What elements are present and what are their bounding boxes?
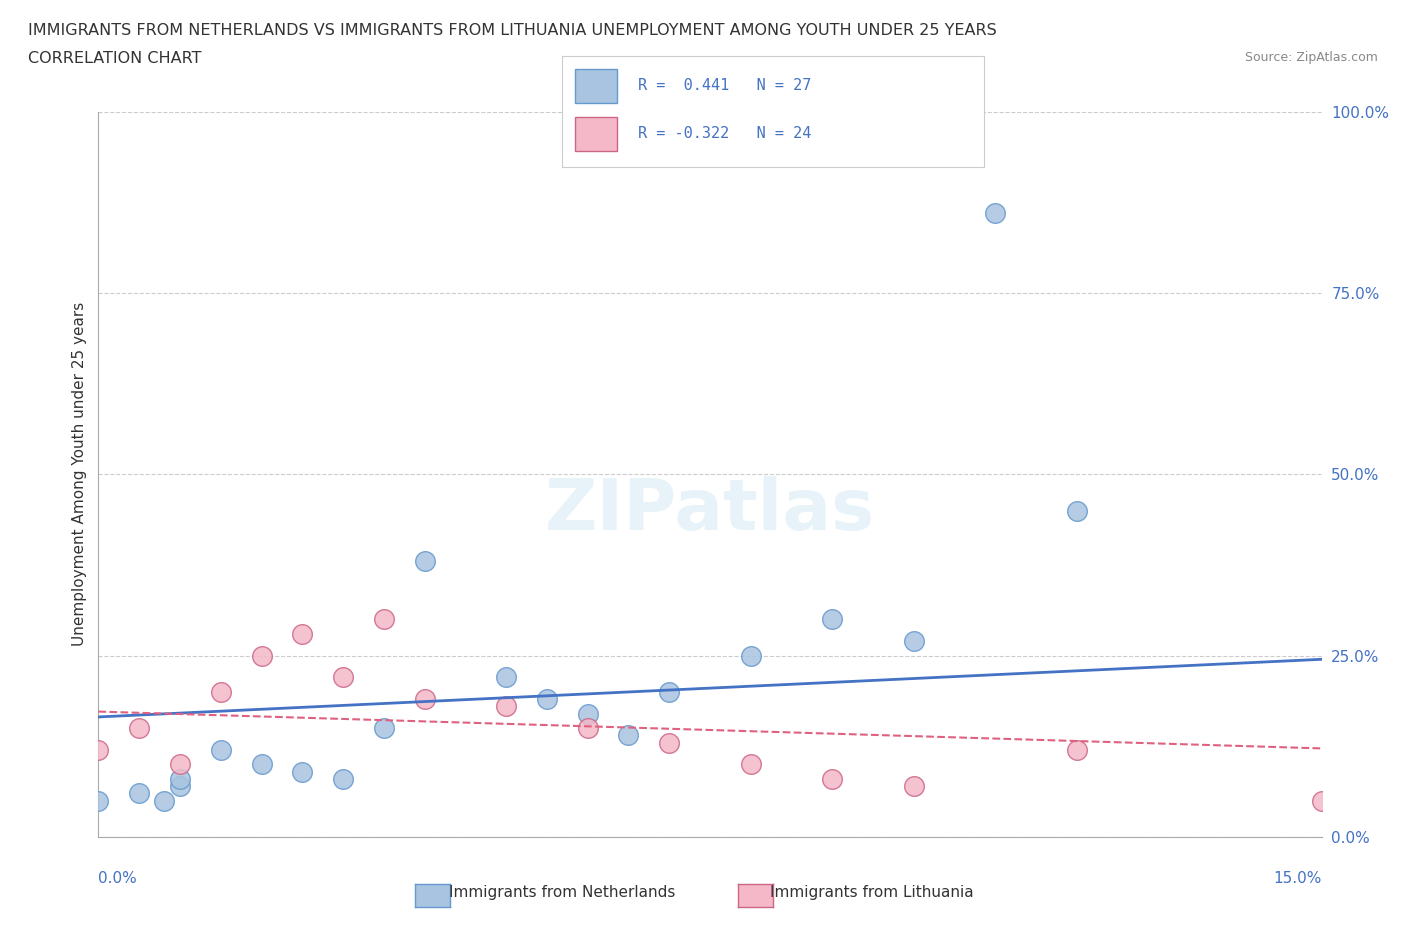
Point [128,721,150,736]
Point [152,793,174,808]
Text: ZIPatlas: ZIPatlas [546,476,875,545]
Point [821,612,844,627]
Point [332,670,354,684]
Text: R =  0.441   N = 27: R = 0.441 N = 27 [638,78,811,93]
Point [576,721,599,736]
Point [169,757,191,772]
Point [332,772,354,787]
Point [984,206,1007,220]
Point [1066,742,1088,757]
Point [1066,503,1088,518]
Point [250,757,273,772]
Point [169,772,191,787]
Point [821,772,844,787]
Point [536,692,558,707]
FancyBboxPatch shape [575,69,617,102]
Point [87,793,110,808]
FancyBboxPatch shape [575,117,617,151]
Text: Immigrants from Netherlands: Immigrants from Netherlands [449,885,676,900]
Text: R = -0.322   N = 24: R = -0.322 N = 24 [638,126,811,141]
Text: IMMIGRANTS FROM NETHERLANDS VS IMMIGRANTS FROM LITHUANIA UNEMPLOYMENT AMONG YOUT: IMMIGRANTS FROM NETHERLANDS VS IMMIGRANT… [28,23,997,38]
Point [209,742,232,757]
Point [413,692,436,707]
Text: Source: ZipAtlas.com: Source: ZipAtlas.com [1244,51,1378,64]
Point [169,778,191,793]
Point [209,684,232,699]
Point [413,554,436,569]
Point [128,786,150,801]
Point [373,721,395,736]
Point [87,742,110,757]
Point [495,670,517,684]
Point [617,728,640,743]
Point [740,757,762,772]
Point [495,699,517,714]
Point [1310,793,1333,808]
Point [250,648,273,663]
Y-axis label: Unemployment Among Youth under 25 years: Unemployment Among Youth under 25 years [72,302,87,646]
Point [903,778,925,793]
Text: CORRELATION CHART: CORRELATION CHART [28,51,201,66]
Text: 15.0%: 15.0% [1274,871,1322,886]
Point [740,648,762,663]
Point [658,684,681,699]
Point [291,627,314,642]
Point [903,633,925,648]
Point [373,612,395,627]
Text: Immigrants from Lithuania: Immigrants from Lithuania [770,885,973,900]
Point [291,764,314,779]
Text: 0.0%: 0.0% [98,871,138,886]
Point [658,736,681,751]
Point [576,706,599,721]
